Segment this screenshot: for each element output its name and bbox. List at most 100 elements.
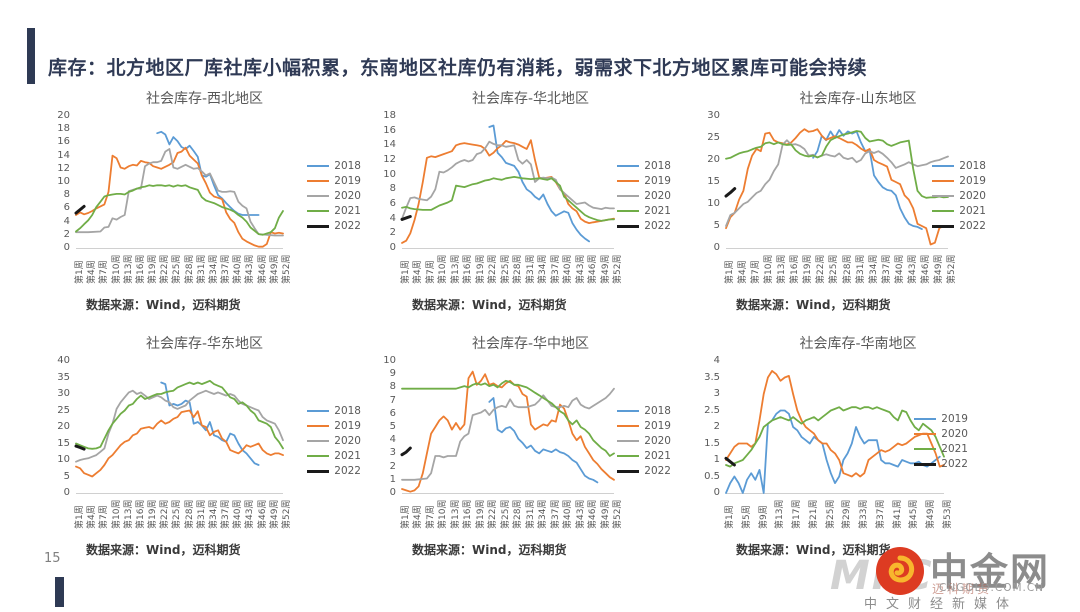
y-tick-label: 14 [383,139,396,151]
y-tick-label: 3.5 [704,371,720,383]
title-accent-bar [27,28,35,84]
legend-swatch [617,469,640,473]
footer-accent-bar [55,577,64,607]
x-tick-label: 第4周 [413,505,424,529]
legend-label: 2019 [959,175,986,187]
legend-swatch [914,462,937,466]
x-tick-label: 第13周 [450,254,461,284]
series-line-2020 [75,389,284,463]
x-tick-label: 第25周 [172,254,183,284]
x-tick-label: 第10周 [764,254,775,284]
y-tick-label: 25 [57,404,70,416]
legend-swatch [914,448,937,450]
x-tick-label: 第29周 [842,499,853,529]
chart-title: 社会库存-华南地区 [799,336,917,352]
x-tick-label: 第34周 [208,254,219,284]
chart-social-inventory-south: 社会库存-华南地区 0 0.5 1 1.5 2 2.5 3 3.5 4 第1周 第5周 第9周 第13周… [692,333,1024,575]
legend-label: 2022 [334,220,361,232]
x-axis-line [76,248,283,249]
data-source-label: 数据来源：Wind，迈科期货 [412,298,567,312]
x-tick-label: 第7周 [99,260,110,284]
x-tick-label: 第4周 [413,260,424,284]
legend-swatch [307,455,330,457]
y-tick-label: 4 [389,212,396,224]
legend-item-2022: 2022 [932,220,986,232]
x-tick-label: 第31周 [525,254,536,284]
y-tick-label: 18 [383,110,396,121]
y-tick-label: 2 [389,227,396,239]
x-tick-label: 第28周 [513,499,524,529]
x-tick-label: 第16周 [790,254,801,284]
plot-area [724,128,949,246]
x-tick-label: 第46周 [257,254,268,284]
y-tick-label: 0 [63,487,70,498]
y-tick-label: 15 [57,437,70,449]
x-tick-label: 第34周 [868,254,879,284]
y-tick-label: 0 [713,487,720,498]
y-tick-label: 18 [57,123,70,135]
series-line-2020 [401,140,615,220]
x-tick-label: 第46周 [588,254,599,284]
x-tick-label: 第10周 [438,499,449,529]
chart-canvas: 0 5 10 15 20 25 30 第1周 第4周 第7周 第10周 第13周 第16周 第19周 第22… [692,110,1024,294]
legend-label: 2022 [644,220,671,232]
x-tick-label: 第19周 [475,254,486,284]
legend-label: 2021 [334,450,361,462]
chart-social-inventory-northwest: 社会库存-西北地区 0 2 4 6 8 10 12 14 16 18 20 第1周 第4周 第7周 第10周… [42,88,367,330]
x-tick-label: 第53周 [943,499,953,529]
x-tick-label: 第10周 [111,499,122,529]
x-tick-label: 第19周 [803,254,814,284]
chart-title: 社会库存-山东地区 [799,91,917,107]
x-tick-label: 第28周 [184,499,195,529]
page-title: 库存：北方地区厂库社库小幅积累，东南地区社库仍有消耗，弱需求下北方地区累库可能会… [48,56,868,79]
x-tick-label: 第40周 [563,499,574,529]
legend-item-2019: 2019 [307,420,361,432]
x-tick-label: 第9周 [758,505,769,529]
y-tick-label: 8 [63,189,70,201]
y-tick-label: 5 [63,470,70,482]
legend-swatch [307,165,330,167]
watermark-domain-text: CNGOLD.COM.CN [939,582,1045,594]
x-tick-label: 第13周 [450,499,461,529]
legend-swatch [617,455,640,457]
series-line-2019 [75,146,284,248]
series-line-2022 [724,187,737,198]
x-tick-label: 第43周 [245,254,256,284]
legend-item-2018: 2018 [617,405,671,417]
x-tick-label: 第49周 [933,254,944,284]
x-tick-label: 第22周 [488,499,499,529]
legend-item-2019: 2019 [914,413,968,425]
y-tick-label: 0 [389,242,396,253]
x-tick-label: 第10周 [438,254,449,284]
legend-swatch [307,180,330,182]
x-tick-label: 第7周 [425,505,436,529]
y-tick-label: 6 [389,198,396,209]
legend-swatch [307,469,330,473]
x-tick-label: 第40周 [563,254,574,284]
legend-label: 2020 [959,190,986,202]
legend-swatch [307,410,330,412]
y-tick-label: 1 [389,473,396,485]
data-source-label: 数据来源：Wind，迈科期货 [86,543,241,557]
plot-area [74,379,284,478]
data-source-label: 数据来源：Wind，迈科期货 [412,543,567,557]
x-tick-label: 第7周 [751,260,762,284]
plot-area [400,370,615,493]
x-tick-label: 第10周 [111,254,122,284]
series-line-2022 [74,444,86,451]
chart-canvas: 0 5 10 15 20 25 30 35 40 第1周 第4周 第7周 第10周 第13周 第16周 第19… [42,355,367,539]
chart-social-inventory-central: 社会库存-华中地区 0 1 2 3 4 5 6 7 8 9 10 第1周 第4周 第7周 第10周 第13周第… [368,333,693,575]
x-tick-label: 第1周 [725,505,735,529]
series-line-2020 [401,387,615,481]
y-tick-label: 30 [57,388,70,399]
legend-item-2020: 2020 [307,190,361,202]
chart-canvas: 0 2 4 6 8 10 12 14 16 18 20 第1周 第4周 第7周 第10周 第13周 第16周 第1… [42,110,367,294]
y-tick-label: 2 [63,228,70,240]
series-line-2021 [725,130,949,199]
x-tick-label: 第40周 [894,254,905,284]
legend-label: 2018 [644,160,671,172]
legend-label: 2021 [334,205,361,217]
series-line-2021 [75,379,284,450]
x-tick-label: 第13周 [123,499,134,529]
series-line-2022 [400,215,412,221]
